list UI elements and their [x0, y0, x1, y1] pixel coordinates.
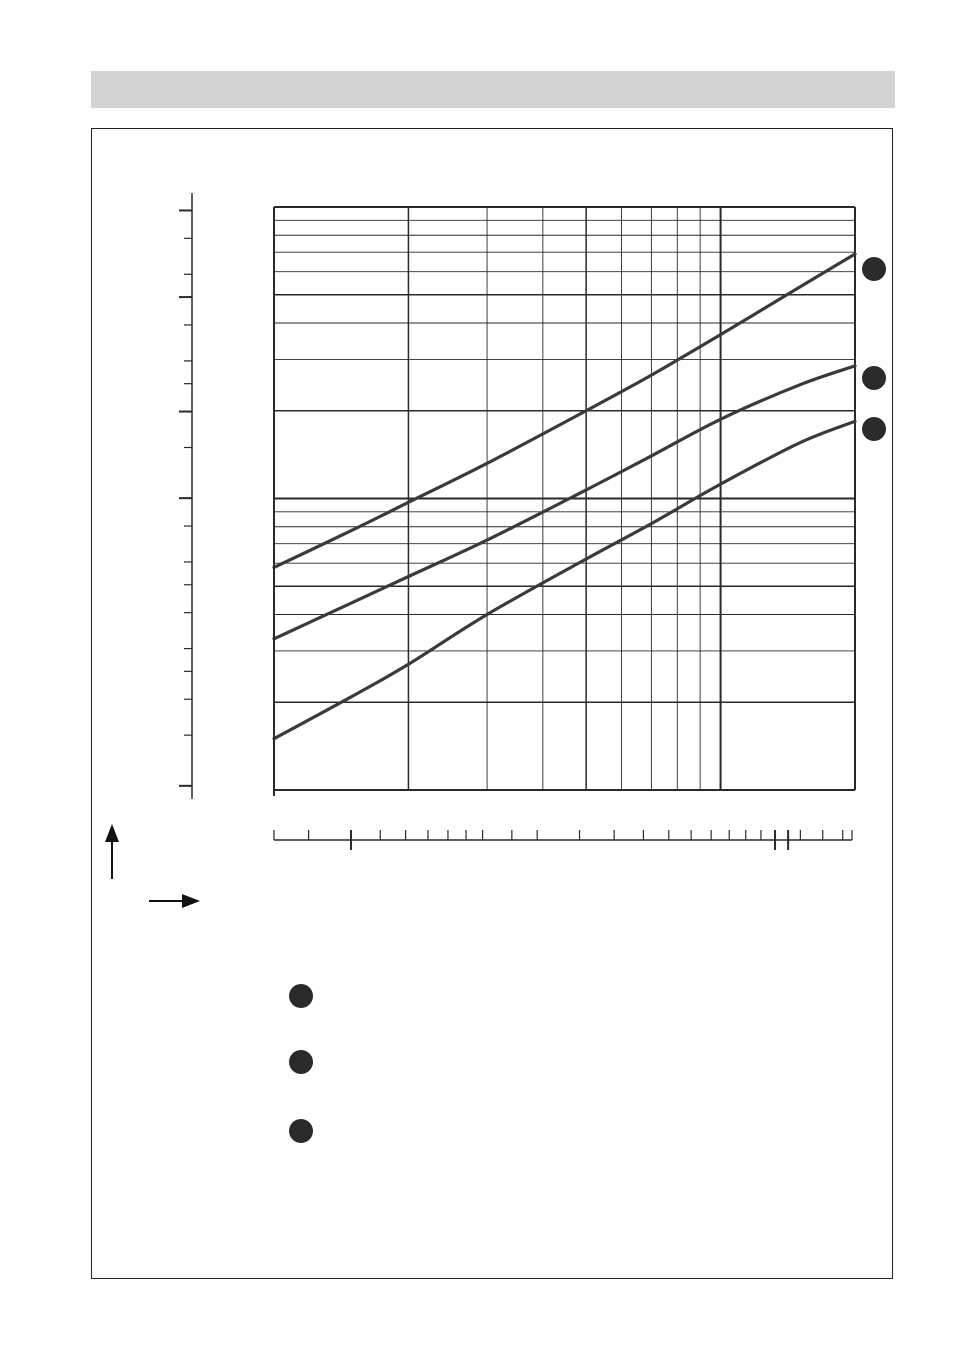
series-1-end-marker [862, 257, 886, 281]
legend-marker-3 [289, 1119, 313, 1143]
chart-series [272, 252, 857, 741]
series-3-line [272, 419, 857, 741]
series-1-line [272, 252, 857, 570]
series-3-end-marker [862, 417, 886, 441]
chart-frame [91, 128, 893, 1279]
chart-grid [273, 206, 856, 791]
legend-marker-2 [289, 1050, 313, 1074]
legend-marker-1 [289, 984, 313, 1008]
header-bar [91, 71, 895, 108]
arrow-right-icon [182, 894, 200, 908]
series-2-end-marker [862, 366, 886, 390]
series-2-line [272, 364, 857, 641]
chart-axes [179, 193, 855, 850]
arrow-up-icon [105, 824, 119, 842]
